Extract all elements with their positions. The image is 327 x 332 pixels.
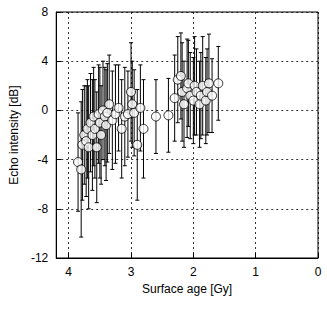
svg-text:-12: -12 [31, 251, 49, 265]
svg-text:4: 4 [65, 265, 72, 279]
svg-text:1: 1 [252, 265, 259, 279]
svg-text:-8: -8 [38, 202, 49, 216]
svg-text:0: 0 [315, 265, 322, 279]
svg-text:2: 2 [190, 265, 197, 279]
svg-text:8: 8 [42, 5, 49, 19]
svg-text:-4: -4 [38, 153, 49, 167]
svg-text:3: 3 [128, 265, 135, 279]
svg-text:Echo intensity [dB]: Echo intensity [dB] [7, 85, 21, 184]
svg-text:0: 0 [42, 103, 49, 117]
svg-text:4: 4 [42, 54, 49, 68]
svg-text:Surface age [Gy]: Surface age [Gy] [142, 282, 232, 296]
